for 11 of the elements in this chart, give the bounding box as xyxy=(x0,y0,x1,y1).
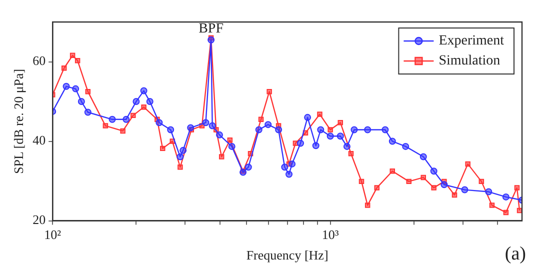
legend-label: Experiment xyxy=(438,34,504,49)
x-axis-title: Frequency [Hz] xyxy=(246,248,328,263)
legend-label: Simulation xyxy=(438,54,500,69)
annotation: BPF xyxy=(198,22,224,37)
y-tick-label: 60 xyxy=(32,53,46,68)
x-tick-label: 10³ xyxy=(322,227,339,242)
y-tick-label: 20 xyxy=(32,212,46,228)
x-tick-label: 10² xyxy=(44,227,62,242)
y-axis-title: SPL [dB re. 20 μPa] xyxy=(11,68,26,174)
text: (a) xyxy=(504,243,526,264)
y-tick-label: 40 xyxy=(32,132,46,148)
